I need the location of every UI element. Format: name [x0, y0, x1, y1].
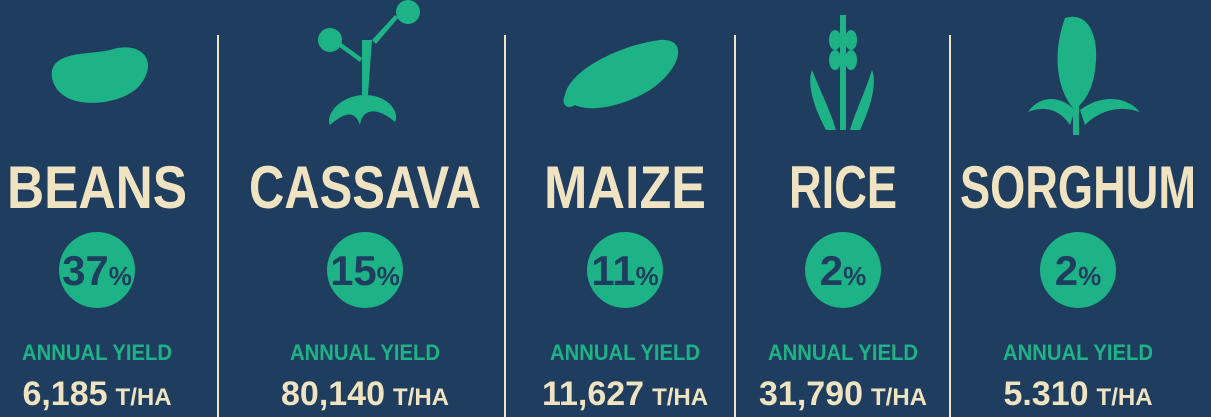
- percent-number: 37: [62, 247, 109, 294]
- crop-name: RICE: [789, 154, 897, 221]
- yield-label: ANNUAL YIELD: [22, 340, 172, 365]
- percent-number: 2: [1055, 247, 1078, 294]
- percent-sign: %: [1078, 261, 1101, 291]
- percent-number: 15: [330, 247, 377, 294]
- crop-name: CASSAVA: [249, 154, 481, 221]
- yield-value: 5.310: [1003, 375, 1088, 413]
- yield-value: 11,627: [542, 375, 644, 413]
- percent-sign: %: [377, 261, 400, 291]
- yield-label: ANNUAL YIELD: [768, 340, 918, 365]
- yield-unit: T/HA: [393, 384, 449, 411]
- crop-name: SORGHUM: [960, 154, 1196, 221]
- yield-unit: T/HA: [116, 384, 172, 411]
- yield-value: 80,140: [281, 375, 385, 413]
- percent-sign: %: [843, 261, 866, 291]
- crop-name: MAIZE: [544, 154, 706, 221]
- percent-sign: %: [109, 261, 132, 291]
- percent-number: 2: [820, 247, 843, 294]
- percent-number: 11: [591, 247, 635, 294]
- yield-label: ANNUAL YIELD: [290, 340, 440, 365]
- yield-value: 6,185: [22, 375, 107, 413]
- yield-label: ANNUAL YIELD: [1003, 340, 1153, 365]
- yield-unit: T/HA: [1097, 384, 1153, 411]
- yield-value: 31,790: [759, 375, 863, 413]
- percent-sign: %: [636, 261, 659, 291]
- infographic: BEANS 37% ANNUAL YIELD 6,185 T/HA CASSAVA 15% A…: [0, 0, 1211, 417]
- yield-unit: T/HA: [871, 384, 927, 411]
- yield-unit: T/HA: [652, 384, 708, 411]
- crop-name: BEANS: [7, 154, 187, 221]
- yield-label: ANNUAL YIELD: [550, 340, 700, 365]
